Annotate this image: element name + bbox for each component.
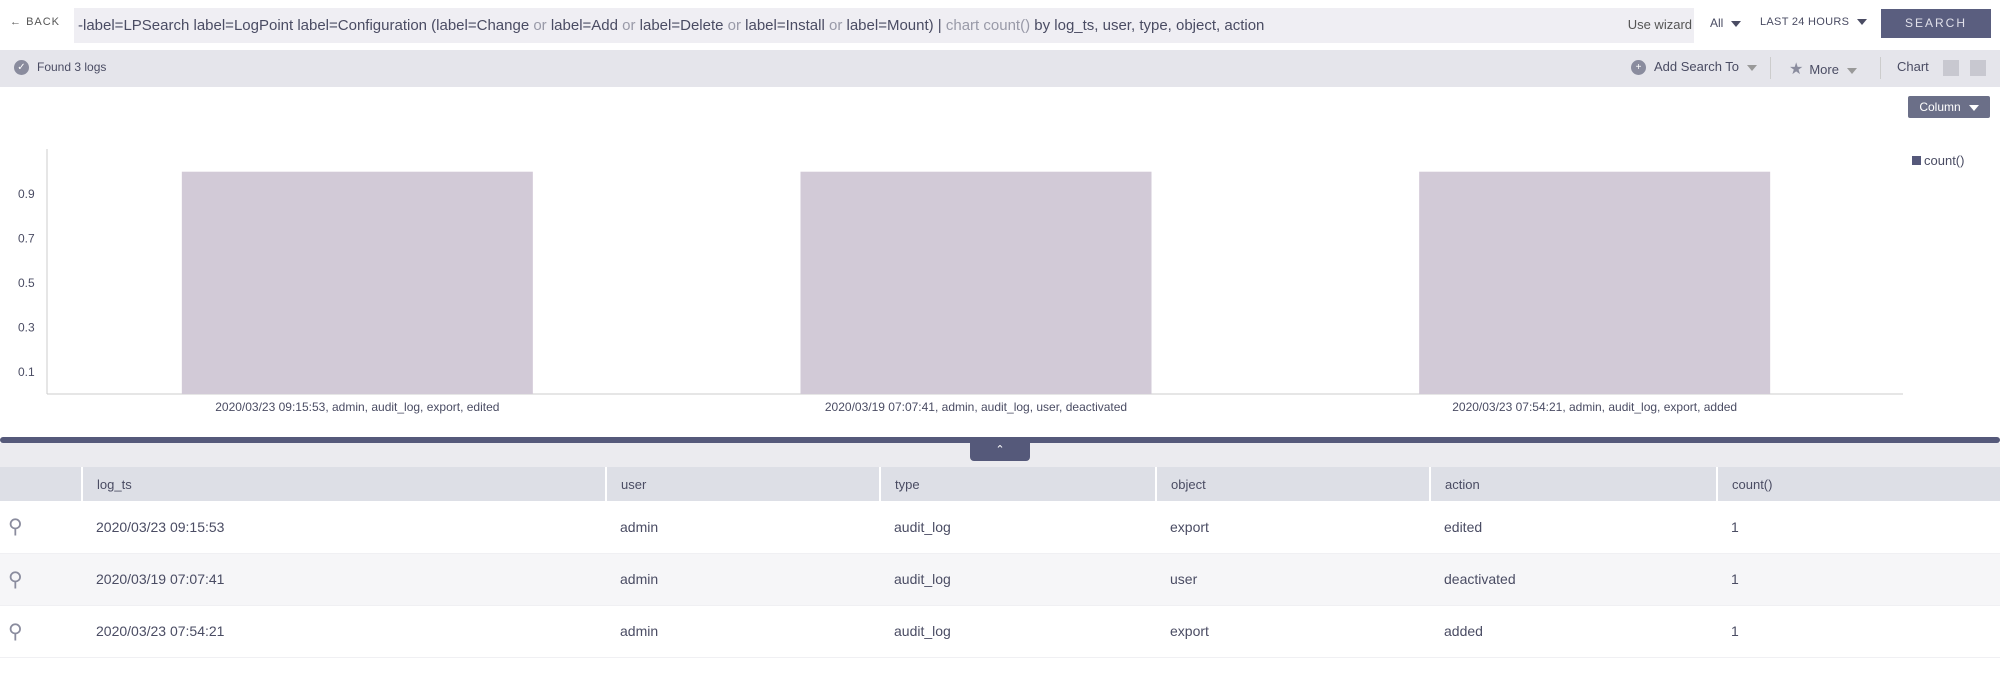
cell-user: admin xyxy=(606,553,880,606)
header-count[interactable]: count() xyxy=(1716,467,2000,501)
use-wizard-link[interactable]: Use wizard xyxy=(1627,17,1692,32)
results-toolbar xyxy=(0,50,2000,87)
found-count: ✓ Found 3 logs xyxy=(14,60,106,76)
results-table: log_ts user type object action count() ⚲… xyxy=(0,467,2000,658)
caret-down-icon xyxy=(1747,64,1758,71)
table-row[interactable]: ⚲ 2020/03/19 07:07:41 admin audit_log user de… xyxy=(0,553,2000,606)
cell-count: 1 xyxy=(1717,553,2000,606)
header-action[interactable]: action xyxy=(1429,467,1717,501)
time-range-select[interactable]: LAST 24 HOURS xyxy=(1760,16,1868,28)
y-tick-label: 0.3 xyxy=(18,320,35,334)
chart-label: Chart xyxy=(1897,59,1929,74)
query-keyword: chart count() xyxy=(945,17,1031,34)
y-tick-label: 0.7 xyxy=(18,231,35,245)
query-text: log_ts, user, type, object, action xyxy=(1054,17,1265,34)
cell-log-ts: 2020/03/23 07:54:21 xyxy=(82,605,606,658)
query-text: label=Delete xyxy=(635,17,728,34)
split-view-icon[interactable] xyxy=(1943,60,1959,76)
query-keyword: or xyxy=(533,17,547,34)
query-keyword: or xyxy=(828,17,843,34)
cell-log-ts: 2020/03/23 09:15:53 xyxy=(82,501,606,554)
header-type[interactable]: type xyxy=(879,467,1156,501)
cell-type: audit_log xyxy=(880,605,1156,658)
add-search-to-button[interactable]: + Add Search To xyxy=(1631,59,1758,76)
star-icon: ★ xyxy=(1789,61,1804,78)
table-row[interactable]: ⚲ 2020/03/23 09:15:53 admin audit_log export… xyxy=(0,501,2000,554)
cell-action: edited xyxy=(1430,501,1717,554)
table-header: log_ts user type object action count() xyxy=(0,467,2000,501)
search-button[interactable]: SEARCH xyxy=(1881,9,1991,38)
query-text: by xyxy=(1030,17,1055,34)
cell-object: export xyxy=(1156,501,1430,554)
x-tick-label: 2020/03/23 09:15:53, admin, audit_log, e… xyxy=(215,400,499,414)
divider xyxy=(1880,57,1881,79)
cell-user: admin xyxy=(606,501,880,554)
view-log-icon[interactable]: ⚲ xyxy=(0,501,82,554)
plus-circle-icon: + xyxy=(1631,60,1646,76)
header-object[interactable]: object xyxy=(1155,467,1430,501)
query-text: label=Mount) | xyxy=(842,17,946,34)
y-tick-label: 0.9 xyxy=(18,187,35,201)
cell-type: audit_log xyxy=(880,501,1156,554)
bar[interactable] xyxy=(181,171,533,394)
arrow-left-icon: ← xyxy=(10,16,22,28)
x-tick-label: 2020/03/23 07:54:21, admin, audit_log, e… xyxy=(1452,400,1737,414)
back-button[interactable]: ← BACK xyxy=(10,16,61,28)
table-row[interactable]: ⚲ 2020/03/23 07:54:21 admin audit_log export… xyxy=(0,605,2000,658)
full-view-icon[interactable] xyxy=(1970,60,1986,76)
x-tick-label: 2020/03/19 07:07:41, admin, audit_log, u… xyxy=(825,400,1127,414)
header-user[interactable]: user xyxy=(605,467,880,501)
caret-down-icon xyxy=(1857,19,1868,26)
query-text: -label=LPSearch label=LogPoint label=Con… xyxy=(78,17,534,34)
query-text: label=Install xyxy=(741,17,829,34)
divider xyxy=(1770,57,1771,79)
cell-count: 1 xyxy=(1717,605,2000,658)
cell-object: export xyxy=(1156,605,1430,658)
caret-down-icon xyxy=(1846,67,1857,74)
collapse-chart-button[interactable]: ⌃ xyxy=(970,441,1030,461)
header-blank xyxy=(0,467,82,501)
bar[interactable] xyxy=(800,171,1152,394)
bar[interactable] xyxy=(1419,171,1771,394)
repo-select[interactable]: All xyxy=(1710,16,1742,30)
legend-item[interactable]: count() xyxy=(1912,153,1964,168)
bar-chart: 0.1 0.3 0.5 0.7 0.9 2020/03/23 09:15:53, admi… xyxy=(18,149,1903,414)
view-log-icon[interactable]: ⚲ xyxy=(0,553,82,606)
cell-count: 1 xyxy=(1717,501,2000,554)
y-tick-label: 0.5 xyxy=(18,276,35,290)
header-log-ts[interactable]: log_ts xyxy=(81,467,606,501)
pane-resizer[interactable] xyxy=(0,437,2000,443)
caret-down-icon xyxy=(1968,104,1979,111)
query-keyword: or xyxy=(622,17,636,34)
view-log-icon[interactable]: ⚲ xyxy=(0,605,82,658)
check-circle-icon: ✓ xyxy=(14,60,29,76)
search-query-input[interactable]: -label=LPSearch label=LogPoint label=Con… xyxy=(74,8,1694,43)
cell-log-ts: 2020/03/19 07:07:41 xyxy=(82,553,606,606)
legend-swatch xyxy=(1912,156,1921,165)
chart-type-select[interactable]: Column xyxy=(1908,96,1990,118)
query-text: label=Add xyxy=(546,17,623,34)
cell-action: deactivated xyxy=(1430,553,1717,606)
y-tick-label: 0.1 xyxy=(18,365,35,379)
more-button[interactable]: ★ More xyxy=(1789,59,1857,79)
cell-object: user xyxy=(1156,553,1430,606)
caret-down-icon xyxy=(1731,20,1742,27)
cell-type: audit_log xyxy=(880,553,1156,606)
double-chevron-up-icon: ⌃ xyxy=(995,444,1005,456)
cell-action: added xyxy=(1430,605,1717,658)
cell-user: admin xyxy=(606,605,880,658)
query-keyword: or xyxy=(727,17,741,34)
